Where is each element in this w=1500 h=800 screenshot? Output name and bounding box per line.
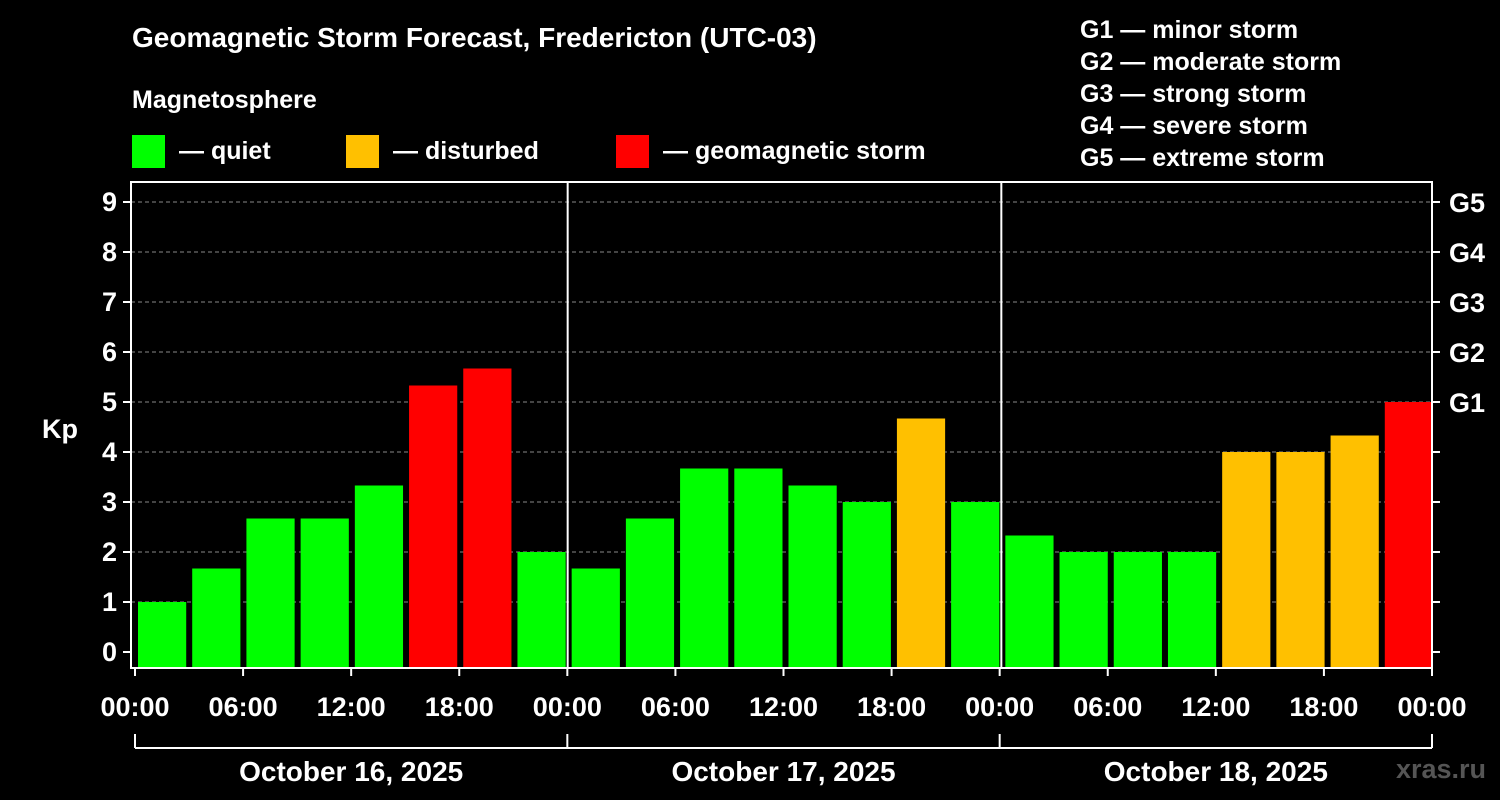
y-tick-label: 1 — [102, 587, 117, 617]
legend-storm: — geomagnetic storm — [616, 134, 926, 168]
storm-scale-g2: G2 — moderate storm — [1080, 48, 1342, 76]
legend-swatch-storm — [616, 134, 649, 168]
legend-disturbed: — disturbed — [346, 134, 539, 168]
kp-bar — [1113, 552, 1162, 668]
y-tick-label: 7 — [102, 287, 117, 317]
legend-label-quiet: — quiet — [179, 136, 271, 165]
x-tick-label: 00:00 — [965, 692, 1034, 722]
x-tick-label: 00:00 — [533, 692, 602, 722]
watermark: xras.ru — [1395, 754, 1486, 784]
day-label: October 17, 2025 — [671, 756, 895, 787]
g-scale-label: G4 — [1449, 238, 1485, 268]
kp-bar — [300, 518, 349, 668]
y-tick-label: 9 — [102, 187, 117, 217]
kp-bar — [788, 485, 837, 668]
kp-bar — [192, 568, 241, 668]
y-tick-label: 2 — [102, 537, 117, 567]
kp-bar — [246, 518, 295, 668]
x-tick-label: 18:00 — [857, 692, 926, 722]
storm-scale-g3: G3 — strong storm — [1080, 80, 1307, 108]
g-scale-label: G3 — [1449, 288, 1485, 318]
x-tick-label: 12:00 — [749, 692, 818, 722]
y-tick-label: 5 — [102, 387, 117, 417]
day-label: October 16, 2025 — [239, 756, 463, 787]
x-tick-label: 18:00 — [425, 692, 494, 722]
kp-bar — [571, 568, 620, 668]
y-tick-label: 6 — [102, 337, 117, 367]
kp-bar — [1222, 452, 1271, 668]
kp-bar — [1059, 552, 1108, 668]
kp-bar — [463, 368, 512, 668]
kp-bar — [1005, 535, 1054, 668]
kp-bar — [951, 502, 1000, 668]
kp-bar — [896, 418, 946, 668]
x-tick-label: 12:00 — [1181, 692, 1250, 722]
y-tick-label: 3 — [102, 487, 117, 517]
kp-bar — [842, 502, 891, 668]
kp-bar — [354, 485, 404, 668]
x-tick-label: 06:00 — [209, 692, 278, 722]
kp-bar — [625, 518, 675, 668]
kp-bar — [138, 602, 187, 668]
chart-title: Geomagnetic Storm Forecast, Fredericton … — [132, 22, 817, 53]
kp-bar — [409, 385, 458, 668]
legend-label-storm: — geomagnetic storm — [663, 136, 926, 165]
kp-bar — [517, 552, 566, 668]
legend-subtitle: Magnetosphere — [132, 86, 317, 114]
g-scale-label: G1 — [1449, 388, 1485, 418]
x-tick-label: 06:00 — [1073, 692, 1142, 722]
x-tick-label: 12:00 — [317, 692, 386, 722]
kp-bar — [680, 468, 729, 668]
kp-bar — [734, 468, 783, 668]
plot-frame — [130, 181, 1433, 669]
kp-bar — [1330, 435, 1379, 668]
y-tick-label: 0 — [102, 637, 117, 667]
kp-bar — [1276, 452, 1325, 668]
g-scale-label: G5 — [1449, 188, 1485, 218]
kp-bar — [1384, 402, 1433, 668]
y-tick-label: 8 — [102, 237, 117, 267]
x-tick-label: 06:00 — [641, 692, 710, 722]
x-tick-label: 18:00 — [1289, 692, 1358, 722]
legend-swatch-quiet — [132, 134, 165, 168]
storm-scale-list: G1 — minor storm G2 — moderate storm G3 … — [1080, 14, 1341, 174]
day-label: October 18, 2025 — [1104, 756, 1328, 787]
legend-quiet: — quiet — [132, 134, 271, 168]
y-tick-label: 4 — [102, 437, 117, 467]
g-scale-label: G2 — [1449, 338, 1485, 368]
y-axis-label: Kp — [42, 414, 78, 444]
storm-scale-g5: G5 — extreme storm — [1080, 144, 1325, 172]
kp-bar — [1167, 552, 1217, 668]
x-tick-label: 00:00 — [100, 692, 169, 722]
legend-label-disturbed: — disturbed — [393, 136, 539, 165]
x-tick-label: 00:00 — [1397, 692, 1466, 722]
legend-swatch-disturbed — [346, 134, 379, 168]
storm-scale-g1: G1 — minor storm — [1080, 16, 1299, 44]
storm-scale-g4: G4 — severe storm — [1080, 112, 1308, 140]
